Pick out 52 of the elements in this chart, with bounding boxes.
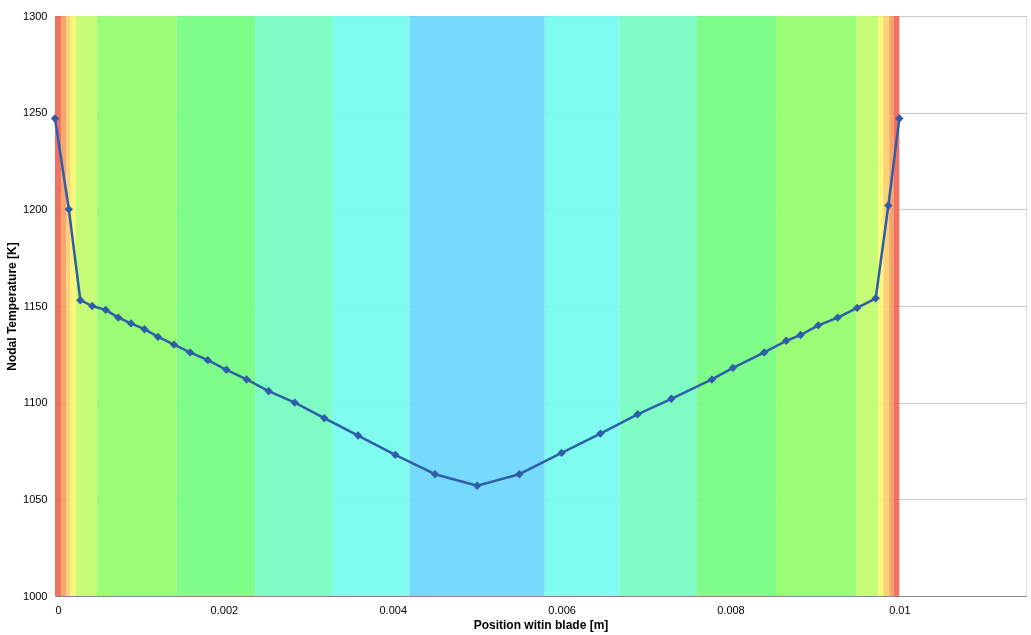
y-tick-label: 1250 — [23, 106, 48, 119]
point — [596, 429, 605, 438]
x-tick-label: 0.004 — [379, 603, 407, 616]
point — [430, 470, 440, 479]
point — [64, 205, 74, 214]
y-axis-title: Nodal Temperature [K] — [5, 242, 20, 371]
point — [895, 114, 904, 123]
x-tick-label: 0 — [55, 603, 62, 616]
x-tick-label: 0.006 — [548, 603, 576, 616]
point — [871, 294, 880, 303]
point — [728, 363, 738, 373]
point — [264, 386, 273, 396]
point — [833, 313, 842, 322]
y-tick-label: 1200 — [23, 202, 48, 215]
y-tick-label: 1150 — [23, 299, 48, 312]
y-tick-label: 1100 — [23, 396, 48, 409]
point — [76, 296, 85, 305]
point — [87, 301, 97, 311]
point — [140, 325, 149, 334]
point — [185, 348, 195, 357]
y-tick-label: 1050 — [23, 492, 48, 505]
point — [242, 375, 251, 384]
y-tick-label: 1000 — [23, 589, 48, 602]
point — [633, 410, 642, 419]
point — [169, 340, 179, 349]
x-tick-label: 0.008 — [717, 603, 745, 616]
x-axis-title: Position witin blade [m] — [473, 617, 609, 632]
x-tick-label: 0.01 — [889, 603, 911, 616]
point — [667, 394, 676, 403]
x-tick-label: 0.002 — [210, 603, 239, 616]
point — [353, 431, 363, 440]
y-tick-label: 1300 — [23, 9, 48, 22]
point — [320, 413, 329, 423]
point — [760, 348, 769, 357]
point — [114, 313, 123, 322]
point — [557, 448, 566, 458]
point — [101, 305, 110, 315]
point — [391, 450, 400, 460]
point — [796, 330, 805, 340]
point — [153, 332, 163, 342]
point — [884, 201, 893, 210]
point — [290, 398, 299, 407]
point — [852, 303, 862, 313]
point — [203, 355, 213, 365]
point — [50, 114, 60, 123]
point — [222, 365, 231, 374]
point — [707, 375, 717, 384]
point — [515, 470, 524, 479]
point — [126, 319, 136, 328]
point — [782, 336, 791, 345]
point — [472, 481, 482, 490]
point — [814, 321, 823, 330]
